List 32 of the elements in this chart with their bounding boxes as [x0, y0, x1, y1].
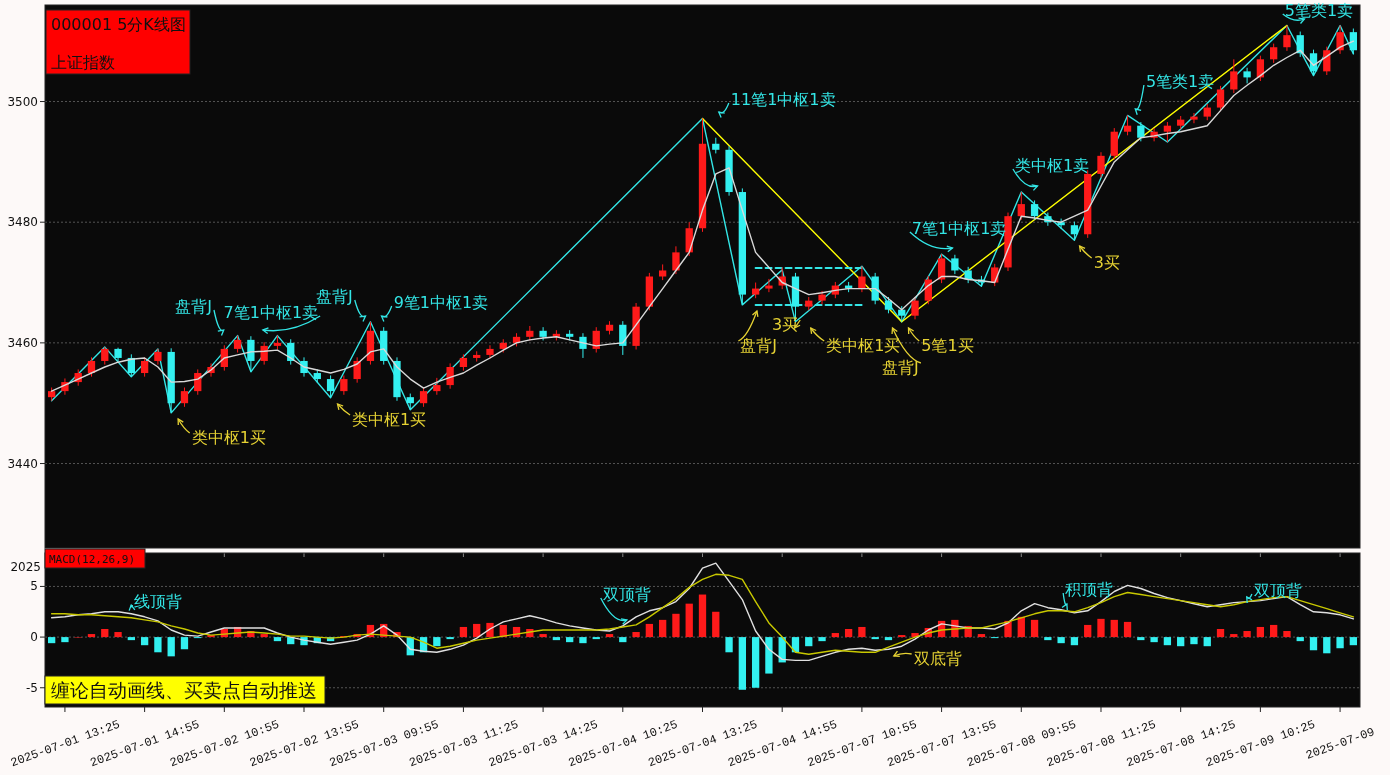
annotation: 11笔1中枢1卖: [730, 90, 836, 109]
annotation: 9笔1中枢1卖: [393, 293, 489, 312]
y-tick-label: 3440: [7, 456, 38, 471]
annotation: 7笔1中枢1卖: [223, 303, 319, 322]
y-tick-label: 3480: [7, 215, 38, 230]
annotation: 类中枢1卖: [1014, 156, 1090, 175]
annotation: 3买: [1093, 253, 1120, 272]
annotation: 类中枢1买: [352, 410, 427, 429]
y-tick-label: 3460: [7, 335, 38, 350]
annotation: 5笔1买: [921, 336, 974, 355]
annotation: 类中枢1买: [826, 336, 901, 355]
y-tick-label: 0: [30, 630, 38, 645]
annotation: 5笔类1卖: [1284, 1, 1354, 20]
text: 上证指数: [51, 53, 115, 72]
annotation: 类中枢1买: [191, 428, 266, 447]
annotation: 线顶背: [134, 592, 183, 611]
annotation: 双底背: [913, 649, 962, 668]
annotation: 缠论自动画线、买卖点自动推送: [51, 679, 317, 701]
annotation: 积顶背: [1065, 580, 1114, 599]
y-tick-label: 3500: [7, 94, 38, 109]
text: 2025: [10, 560, 41, 574]
annotation: 双顶背: [602, 585, 651, 604]
annotation: 5笔类1卖: [1145, 72, 1215, 91]
annotation: 盘背J: [882, 358, 919, 377]
annotation: 盘背J: [316, 287, 353, 306]
chart-title: MACD(12,26,9): [49, 553, 136, 566]
annotation: 双顶背: [1253, 581, 1302, 600]
text: 000001 5分K线图: [51, 15, 186, 34]
annotation: 盘背J: [740, 336, 778, 355]
y-tick-label: -5: [26, 680, 38, 695]
annotation: 盘背J: [175, 297, 212, 316]
y-tick-label: 5: [30, 579, 38, 594]
